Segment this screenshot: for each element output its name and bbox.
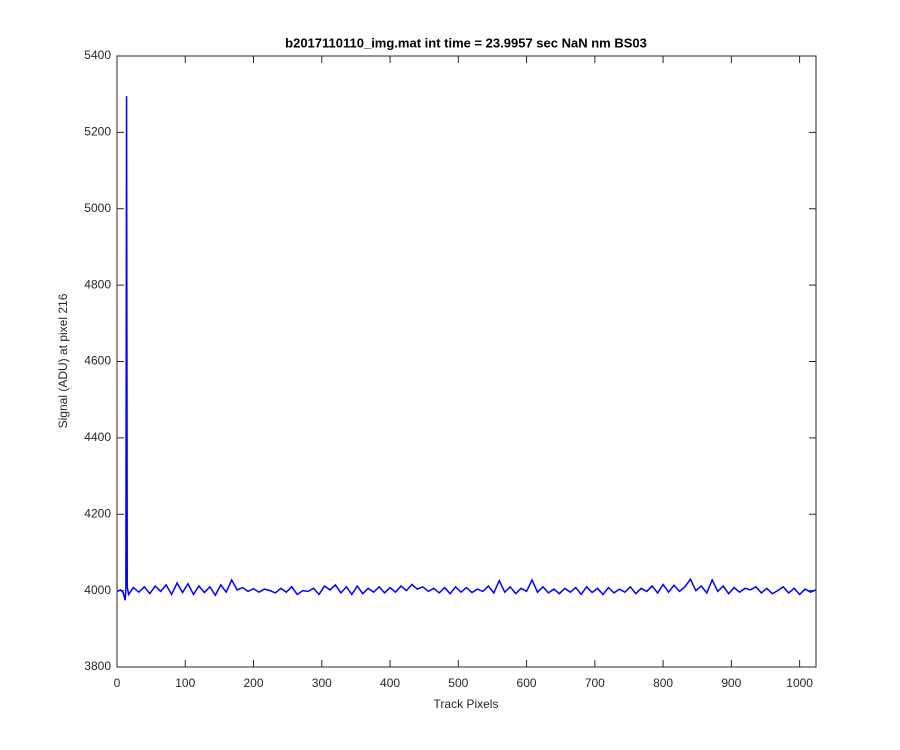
y-tick-label: 4400 <box>84 430 111 444</box>
x-tick-label: 200 <box>244 676 264 690</box>
x-tick-label: 0 <box>114 676 121 690</box>
y-tick-label: 5400 <box>84 48 111 62</box>
x-tick-label: 100 <box>175 676 195 690</box>
x-tick-label: 400 <box>380 676 400 690</box>
x-tick-label: 500 <box>448 676 468 690</box>
y-tick-label: 4200 <box>84 506 111 520</box>
x-tick-label: 300 <box>312 676 332 690</box>
y-tick-label: 5200 <box>84 125 111 139</box>
plot-frame <box>116 55 817 668</box>
y-tick-label: 5000 <box>84 201 111 215</box>
x-tick-label: 900 <box>721 676 741 690</box>
y-tick-label: 4600 <box>84 354 111 368</box>
y-axis-label: Signal (ADU) at pixel 216 <box>56 293 70 428</box>
data-line <box>117 96 817 601</box>
x-tick-label: 600 <box>517 676 537 690</box>
chart-title: b2017110110_img.mat int time = 23.9957 s… <box>285 35 647 50</box>
x-axis-label: Track Pixels <box>434 697 499 711</box>
y-tick-label: 3800 <box>84 659 111 673</box>
x-tick-label: 1000 <box>786 676 813 690</box>
x-tick-label: 800 <box>653 676 673 690</box>
x-tick-label: 700 <box>585 676 605 690</box>
y-tick-label: 4800 <box>84 277 111 291</box>
y-tick-label: 4000 <box>84 583 111 597</box>
